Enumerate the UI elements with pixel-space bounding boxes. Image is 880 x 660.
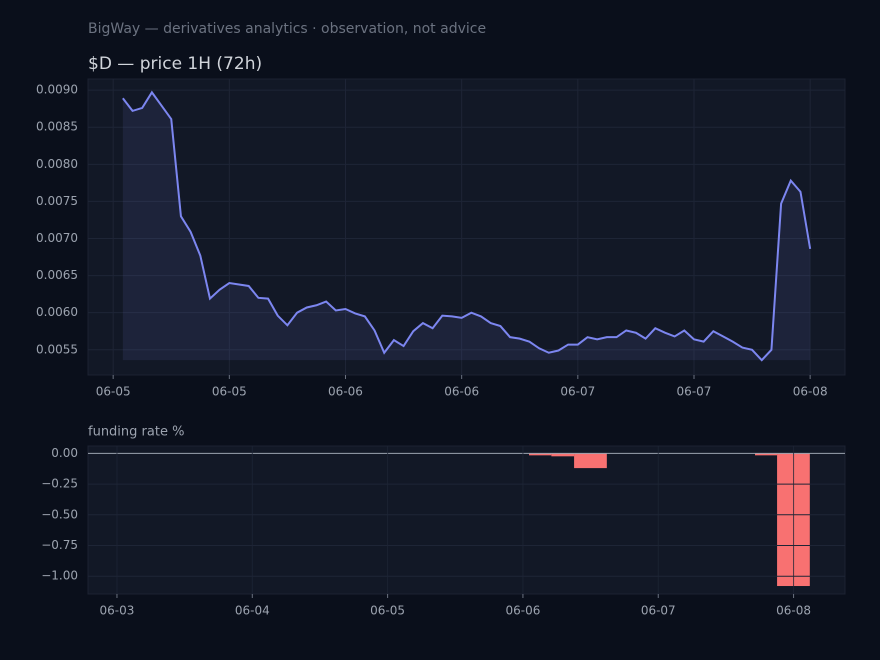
x-tick-label: 06-03 (100, 604, 135, 618)
x-tick-label: 06-08 (793, 385, 828, 399)
y-tick-label: 0.0080 (36, 157, 78, 171)
header: BigWay — derivatives analytics · observa… (88, 21, 486, 37)
y-tick-label: 0.00 (51, 446, 78, 460)
chart-title: funding rate % (88, 425, 184, 440)
y-tick-label: 0.0075 (36, 194, 78, 208)
plot-area (87, 78, 846, 376)
y-tick-label: 0.0090 (36, 83, 78, 97)
y-tick-label: 0.0065 (36, 268, 78, 282)
x-tick-label: 06-06 (444, 385, 479, 399)
bar (529, 453, 552, 456)
x-tick-label: 06-05 (212, 385, 247, 399)
y-tick-label: −0.25 (41, 477, 78, 491)
x-tick-label: 06-06 (505, 604, 540, 618)
x-tick-label: 06-04 (235, 604, 270, 618)
plot-area (87, 445, 846, 595)
y-tick-label: 0.0085 (36, 120, 78, 134)
x-tick-label: 06-08 (776, 604, 811, 618)
y-tick-label: −0.50 (41, 507, 78, 521)
x-tick-label: 06-07 (677, 385, 712, 399)
x-tick-label: 06-05 (370, 604, 405, 618)
x-tick-label: 06-07 (641, 604, 676, 618)
bar (551, 453, 575, 457)
y-tick-label: −0.75 (41, 538, 78, 552)
y-tick-label: −1.00 (41, 569, 78, 583)
y-tick-label: 0.0060 (36, 305, 78, 319)
price-line (122, 90, 812, 362)
area (122, 92, 811, 361)
x-tick-label: 06-06 (328, 385, 363, 399)
bar (755, 453, 778, 456)
y-tick-label: 0.0055 (36, 342, 78, 356)
y-tick-label: 0.0070 (36, 231, 78, 245)
chart-title: $D — price 1H (72h) (88, 54, 262, 74)
x-tick-label: 06-05 (96, 385, 131, 399)
x-tick-label: 06-07 (560, 385, 595, 399)
bar (574, 453, 607, 469)
